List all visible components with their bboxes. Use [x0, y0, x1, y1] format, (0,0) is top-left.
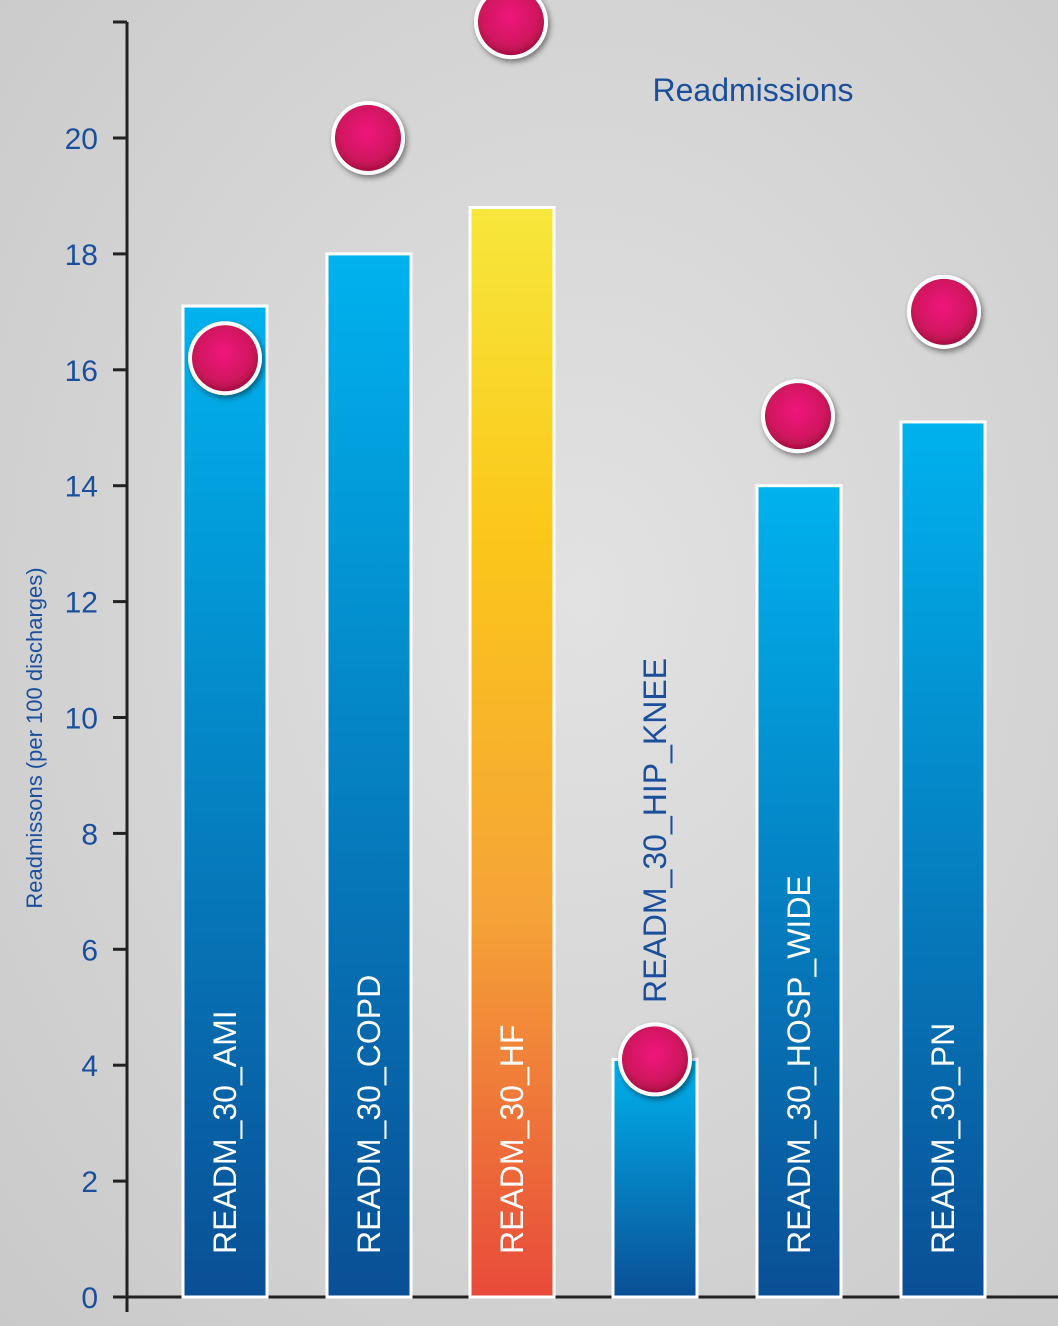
y-tick-label: 6: [81, 934, 98, 967]
bar-layer: [181, 206, 987, 1299]
legend-label: Readmissions: [653, 72, 854, 108]
bar-readm-30-copd: [325, 252, 413, 1299]
readmission-marker: [188, 321, 262, 396]
y-tick-label: 4: [81, 1050, 98, 1083]
y-tick-label: 14: [65, 471, 98, 504]
y-tick-label: 18: [65, 239, 98, 272]
category-label: READM_30_HOSP_WIDE: [781, 875, 817, 1254]
category-label: READM_30_PN: [925, 1023, 961, 1254]
bar-readm-30-pn: [899, 420, 987, 1299]
y-tick-label: 8: [81, 818, 98, 851]
category-label: READM_30_AMI: [207, 1010, 243, 1254]
readmission-marker: [907, 274, 981, 349]
axis-layer: [113, 20, 1058, 1312]
y-tick-label: 10: [65, 703, 98, 736]
marker-dot: [478, 0, 544, 56]
readmission-marker: [474, 0, 548, 60]
y-tick-label: 16: [65, 355, 98, 388]
bar-readm-30-hip-knee: [611, 1057, 699, 1299]
bar-readm-30-hf: [468, 206, 556, 1299]
readmission-marker: [761, 379, 835, 454]
marker-dot: [911, 278, 977, 345]
y-tick-label: 0: [81, 1282, 98, 1315]
bar-readm-30-hosp-wide: [755, 484, 843, 1299]
marker-dot: [622, 1026, 688, 1093]
marker-dot: [192, 325, 258, 392]
y-tick-label: 20: [65, 123, 98, 156]
category-label: READM_30_HIP_KNEE: [637, 658, 673, 1003]
y-axis-title: Readmissons (per 100 discharges): [22, 567, 47, 908]
bar-readm-30-ami: [181, 304, 269, 1299]
category-label: READM_30_COPD: [351, 975, 387, 1254]
marker-layer: [188, 0, 981, 1097]
y-tick-label: 2: [81, 1166, 98, 1199]
readmission-marker: [618, 1022, 692, 1097]
y-tick-label: 12: [65, 587, 98, 620]
marker-dot: [335, 105, 401, 171]
marker-dot: [765, 383, 831, 450]
readmission-marker: [331, 101, 405, 175]
text-layer: 0 2 4 6 8 10 12 14 16 18 20 Readmissons (per 100 di…: [22, 72, 961, 1315]
category-label: READM_30_HF: [494, 1025, 530, 1254]
